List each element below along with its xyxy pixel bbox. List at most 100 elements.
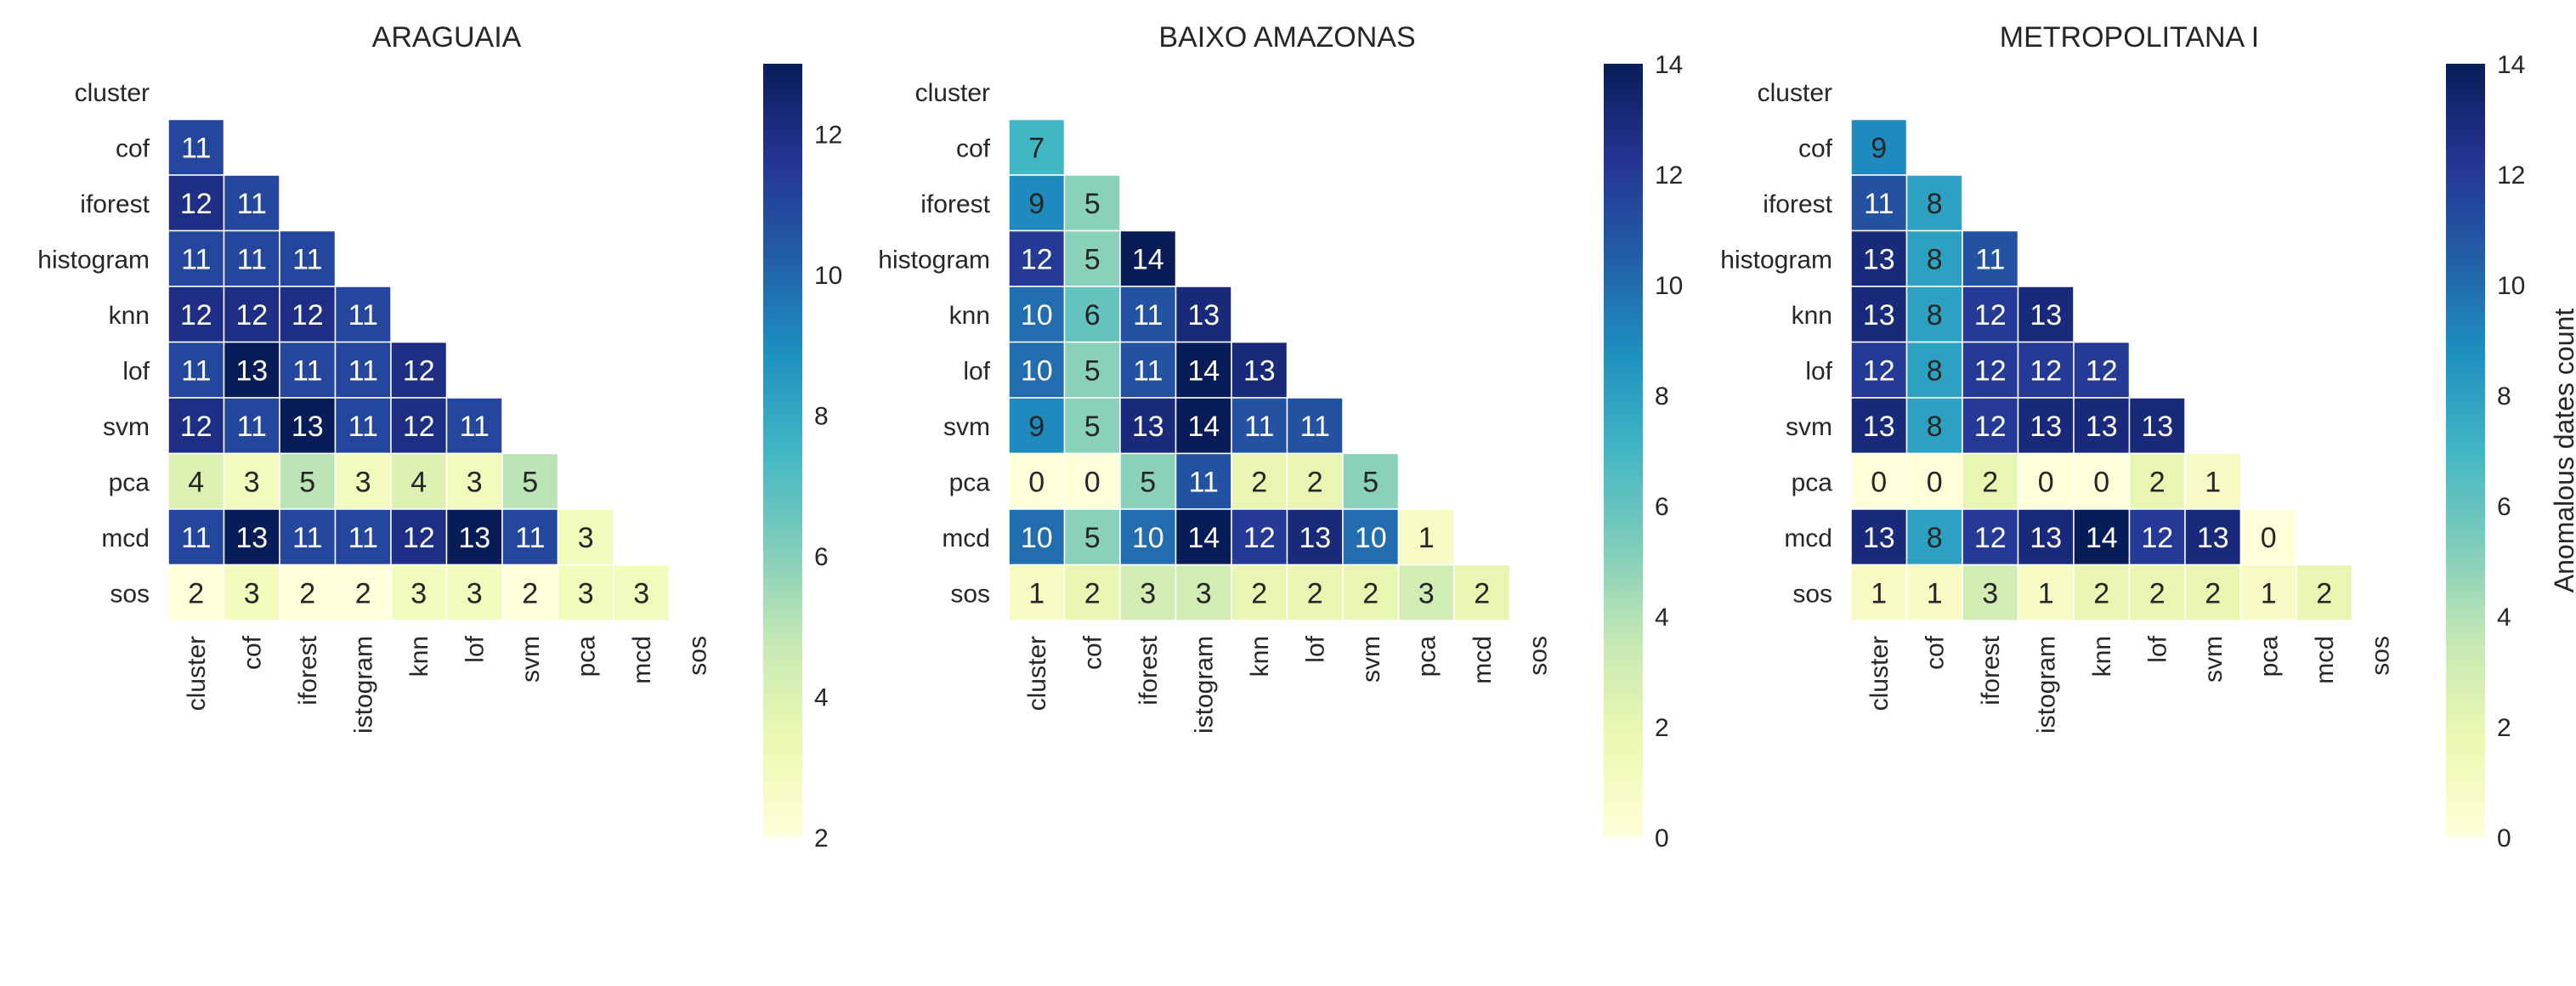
col-label-sos: sos bbox=[683, 636, 711, 676]
heatmap-cell bbox=[1231, 508, 1288, 566]
cell-value-label: 10 bbox=[1021, 522, 1053, 554]
col-label-iforest: iforest bbox=[294, 635, 322, 705]
cell-value-label: 11 bbox=[237, 188, 267, 220]
cell-value-label: 0 bbox=[1084, 466, 1101, 498]
heatmap-cell bbox=[167, 397, 225, 455]
cell-value-label: 13 bbox=[1863, 243, 1895, 275]
cell-value-label: 1 bbox=[1927, 577, 1943, 609]
col-label-cluster: cluster bbox=[183, 636, 211, 711]
cell-value-label: 2 bbox=[2316, 577, 2332, 609]
heatmap-cell bbox=[1063, 508, 1121, 566]
heatmap-cell bbox=[167, 564, 225, 621]
cell-value-label: 13 bbox=[1863, 299, 1895, 332]
col-label-cof: cof bbox=[1079, 635, 1107, 670]
heatmap-cell bbox=[1008, 452, 1066, 510]
heatmap-cell bbox=[1905, 286, 1963, 343]
heatmap-cell bbox=[1850, 508, 1908, 566]
cell-value-label: 3 bbox=[244, 466, 260, 498]
cell-value-label: 3 bbox=[578, 577, 594, 609]
cell-value-label: 12 bbox=[2030, 354, 2062, 387]
cell-value-label: 13 bbox=[235, 522, 268, 554]
heatmap-cell bbox=[1905, 452, 1963, 510]
cell-value-label: 9 bbox=[1028, 411, 1045, 443]
cell-value-label: 3 bbox=[410, 577, 427, 609]
row-label-cof: cof bbox=[956, 134, 991, 162]
row-label-cof: cof bbox=[1798, 134, 1833, 162]
cell-value-label: 12 bbox=[180, 188, 212, 220]
cell-value-label: 11 bbox=[181, 522, 211, 554]
heatmap-cell bbox=[1231, 564, 1288, 621]
cell-value-label: 3 bbox=[1196, 577, 1212, 609]
row-label-iforest: iforest bbox=[80, 190, 150, 218]
heatmap-cell bbox=[167, 452, 225, 510]
heatmap-cell bbox=[1119, 286, 1177, 343]
cell-value-label: 11 bbox=[237, 243, 267, 275]
col-label-cluster: cluster bbox=[1865, 636, 1894, 711]
row-label-pca: pca bbox=[109, 468, 150, 496]
cell-value-label: 8 bbox=[1927, 354, 1943, 387]
cell-value-label: 2 bbox=[1307, 577, 1323, 609]
heatmap-cell bbox=[445, 397, 503, 455]
cell-value-label: 11 bbox=[515, 522, 545, 554]
col-label-knn: knn bbox=[405, 636, 433, 677]
row-label-svm: svm bbox=[103, 413, 150, 441]
heatmap-cell bbox=[1008, 341, 1066, 399]
cell-value-label: 12 bbox=[1974, 299, 2007, 332]
cell-value-label: 1 bbox=[2261, 577, 2277, 609]
cell-value-label: 0 bbox=[1028, 466, 1045, 498]
heatmap-cell bbox=[1063, 286, 1121, 343]
heatmap-cell bbox=[1962, 341, 2019, 399]
cell-value-label: 14 bbox=[1187, 522, 1220, 554]
heatmap-cell bbox=[1286, 508, 1344, 566]
cell-value-label: 10 bbox=[1355, 522, 1387, 554]
cell-value-label: 12 bbox=[1021, 243, 1053, 275]
cell-value-label: 2 bbox=[1474, 577, 1490, 609]
heatmap-cell bbox=[334, 341, 392, 399]
cell-value-label: 12 bbox=[403, 354, 435, 387]
colorbar-tick-label: 12 bbox=[1655, 162, 1683, 190]
cell-value-label: 8 bbox=[1927, 243, 1943, 275]
cell-value-label: 12 bbox=[1974, 522, 2007, 554]
heatmap-cell bbox=[1008, 230, 1066, 287]
cell-value-label: 2 bbox=[1251, 466, 1267, 498]
col-label-iforest: iforest bbox=[1977, 635, 2005, 705]
col-label-svm: svm bbox=[517, 636, 545, 683]
cell-value-label: 3 bbox=[467, 577, 483, 609]
col-label-lof: lof bbox=[2143, 635, 2171, 662]
cell-value-label: 8 bbox=[1927, 299, 1943, 332]
cell-value-label: 12 bbox=[403, 411, 435, 443]
row-label-histogram: histogram bbox=[878, 246, 990, 274]
panel-title-metropolitana-i: METROPOLITANA I bbox=[2000, 21, 2259, 54]
colorbar bbox=[1604, 64, 1643, 837]
col-label-mcd: mcd bbox=[1469, 636, 1497, 684]
cell-value-label: 2 bbox=[1982, 466, 1998, 498]
row-label-mcd: mcd bbox=[1784, 524, 1832, 552]
colorbar-tick-label: 2 bbox=[2497, 714, 2511, 742]
cell-value-label: 13 bbox=[1299, 522, 1331, 554]
heatmap-cell bbox=[2073, 341, 2131, 399]
cell-value-label: 2 bbox=[2149, 577, 2166, 609]
cell-value-label: 13 bbox=[1132, 411, 1164, 443]
heatmap-cell bbox=[1063, 230, 1121, 287]
cell-value-label: 10 bbox=[1021, 354, 1053, 387]
heatmap-cell bbox=[167, 508, 225, 566]
cell-value-label: 3 bbox=[578, 522, 594, 554]
heatmap-cell bbox=[1905, 230, 1963, 287]
cell-value-label: 11 bbox=[292, 243, 322, 275]
cell-value-label: 14 bbox=[1187, 354, 1220, 387]
heatmap-cell bbox=[1175, 508, 1232, 566]
colorbar bbox=[2446, 64, 2485, 837]
row-label-lof: lof bbox=[1805, 357, 1832, 385]
cell-value-label: 3 bbox=[1418, 577, 1435, 609]
colorbar-tick-label: 6 bbox=[814, 543, 829, 571]
cell-value-label: 12 bbox=[180, 299, 212, 332]
heatmap-cell bbox=[279, 564, 337, 621]
cell-value-label: 12 bbox=[2086, 354, 2118, 387]
colorbar-tick-label: 10 bbox=[1655, 272, 1683, 300]
row-label-cof: cof bbox=[116, 134, 150, 162]
heatmap-cell bbox=[1342, 564, 1400, 621]
cell-value-label: 0 bbox=[2093, 466, 2109, 498]
cell-value-label: 2 bbox=[188, 577, 204, 609]
heatmap-cell bbox=[2017, 564, 2075, 621]
